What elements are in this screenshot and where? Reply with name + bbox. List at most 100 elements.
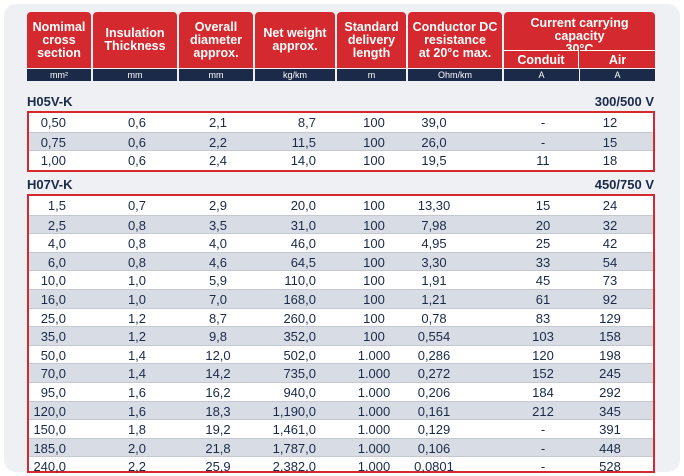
cell-netweight: 8,7 bbox=[297, 115, 316, 130]
cell-conductor: 19,5 bbox=[421, 153, 447, 169]
cell-insulation: 0,6 bbox=[127, 115, 147, 130]
header-air: Air bbox=[580, 50, 655, 68]
unit-overall: mm bbox=[179, 69, 253, 81]
cell-standard: 1.000 bbox=[357, 459, 391, 475]
cell-conductor: 26,0 bbox=[421, 134, 447, 150]
cell-conduit: 83 bbox=[535, 310, 551, 326]
cell-overall: 7,0 bbox=[208, 292, 228, 307]
cell-air: 345 bbox=[599, 403, 621, 419]
cell-netweight: 11,5 bbox=[291, 134, 316, 150]
table-row: 185,0 2,0 21,8 1,787,0 1.000 0,106 - 448 bbox=[29, 437, 653, 457]
cell-conduit: 25 bbox=[535, 236, 551, 252]
header-insulation-thickness: Insulation Thickness bbox=[93, 12, 177, 68]
cell-nominal: 50,0 bbox=[40, 347, 66, 363]
cell-overall: 2,4 bbox=[208, 153, 228, 169]
cell-netweight: 940,0 bbox=[283, 385, 316, 400]
cell-conductor: 4,95 bbox=[421, 236, 447, 252]
cell-conduit: 61 bbox=[535, 292, 551, 307]
cell-conduit: - bbox=[540, 440, 546, 456]
cell-conduit: 120 bbox=[532, 347, 554, 363]
cell-conduit: 212 bbox=[532, 403, 554, 419]
cell-overall: 2,2 bbox=[208, 134, 228, 150]
cell-air: 18 bbox=[602, 153, 618, 169]
cell-nominal: 70,0 bbox=[40, 366, 66, 382]
cell-insulation: 2,2 bbox=[127, 459, 147, 475]
cell-overall: 16,2 bbox=[205, 385, 231, 400]
cell-insulation: 1,6 bbox=[127, 385, 147, 400]
table-row: 4,0 0,8 4,0 46,0 100 4,95 25 42 bbox=[29, 233, 653, 252]
cell-standard: 1.000 bbox=[357, 440, 391, 456]
table-row: 6,0 0,8 4,6 64,5 100 3,30 33 54 bbox=[29, 251, 653, 271]
table-row: 0,75 0,6 2,2 11,5 100 26,0 - 15 bbox=[29, 131, 653, 151]
cell-overall: 4,6 bbox=[208, 254, 228, 270]
table-h05vk: 0,50 0,6 2,1 8,7 100 39,0 - 12 0,75 0,6 2,2 11,5 100… bbox=[27, 111, 655, 172]
cell-insulation: 1,0 bbox=[127, 273, 147, 289]
cell-nominal: 25,0 bbox=[40, 310, 66, 326]
cell-conductor: 0,554 bbox=[417, 329, 451, 345]
cell-conduit: 45 bbox=[535, 273, 551, 289]
cell-air: 73 bbox=[602, 273, 618, 289]
cell-air: 448 bbox=[599, 440, 621, 456]
section-name-h07vk: H07V-K bbox=[27, 177, 73, 192]
cell-nominal: 1,00 bbox=[40, 153, 66, 169]
cell-standard: 1.000 bbox=[357, 403, 391, 419]
table-row: 25,0 1,2 8,7 260,0 100 0,78 83 129 bbox=[29, 307, 653, 327]
cell-conductor: 0,161 bbox=[417, 403, 451, 419]
header-overall-diameter: Overall diameter approx. bbox=[179, 12, 253, 68]
cell-air: 42 bbox=[602, 236, 618, 252]
cell-nominal: 6,0 bbox=[47, 254, 66, 270]
cell-standard: 100 bbox=[363, 217, 385, 233]
unit-conductor: Ohm/km bbox=[408, 69, 502, 81]
cell-overall: 21,8 bbox=[205, 440, 231, 456]
cell-overall: 19,2 bbox=[205, 422, 231, 438]
cell-insulation: 2,0 bbox=[127, 440, 147, 456]
unit-nominal: mm² bbox=[27, 69, 91, 81]
cell-conductor: 39,0 bbox=[421, 115, 447, 130]
table-row: 2,5 0,8 3,5 31,0 100 7,98 20 32 bbox=[29, 214, 653, 234]
cell-conduit: 20 bbox=[535, 217, 551, 233]
header-conduit: Conduit bbox=[504, 50, 579, 68]
cell-insulation: 1,4 bbox=[127, 347, 147, 363]
cell-nominal: 150,0 bbox=[33, 422, 66, 438]
table-row: 16,0 1,0 7,0 168,0 100 1,21 61 92 bbox=[29, 289, 653, 308]
table-row: 1,00 0,6 2,4 14,0 100 19,5 11 18 bbox=[29, 150, 653, 169]
cell-standard: 100 bbox=[363, 153, 385, 169]
cell-overall: 18,3 bbox=[205, 403, 231, 419]
cell-insulation: 0,6 bbox=[127, 134, 147, 150]
cell-air: 528 bbox=[599, 459, 621, 475]
cell-conductor: 0,206 bbox=[417, 385, 451, 400]
unit-insulation: mm bbox=[93, 69, 177, 81]
header-nominal-cross-section: Nomimal cross section bbox=[27, 12, 91, 68]
cell-nominal: 16,0 bbox=[40, 292, 66, 307]
cell-netweight: 46,0 bbox=[290, 236, 316, 252]
cell-insulation: 1,2 bbox=[127, 329, 147, 345]
cell-conduit: - bbox=[540, 459, 546, 475]
cell-insulation: 1,0 bbox=[127, 292, 147, 307]
cell-air: 198 bbox=[599, 347, 621, 363]
cell-netweight: 1,787,0 bbox=[272, 440, 316, 456]
cell-overall: 3,5 bbox=[208, 217, 228, 233]
cell-netweight: 20,0 bbox=[290, 198, 316, 213]
cell-netweight: 14,0 bbox=[290, 153, 316, 169]
cell-standard: 100 bbox=[363, 134, 385, 150]
cell-standard: 100 bbox=[363, 254, 385, 270]
cell-standard: 1.000 bbox=[357, 422, 391, 438]
cell-netweight: 2,382,0 bbox=[272, 459, 316, 475]
unit-air: A bbox=[580, 69, 655, 81]
cell-conductor: 0,286 bbox=[417, 347, 451, 363]
cell-standard: 100 bbox=[363, 236, 385, 252]
cell-nominal: 2,5 bbox=[47, 217, 66, 233]
cell-insulation: 0,8 bbox=[127, 254, 147, 270]
table-row: 70,0 1,4 14,2 735,0 1.000 0,272 152 245 bbox=[29, 363, 653, 383]
section-voltage-h05vk: 300/500 V bbox=[594, 94, 654, 109]
cell-air: 292 bbox=[599, 385, 621, 400]
cell-conduit: 152 bbox=[532, 366, 554, 382]
cell-overall: 9,8 bbox=[208, 329, 228, 345]
cell-netweight: 1,190,0 bbox=[272, 403, 316, 419]
cell-insulation: 1,8 bbox=[127, 422, 147, 438]
cell-insulation: 0,8 bbox=[127, 217, 147, 233]
cell-air: 391 bbox=[599, 422, 621, 438]
table-row: 10,0 1,0 5,9 110,0 100 1,91 45 73 bbox=[29, 270, 653, 289]
table-row: 240,0 2,2 25,9 2,382,0 1.000 0,0801 - 528 bbox=[29, 456, 653, 475]
cell-netweight: 31,0 bbox=[290, 217, 316, 233]
